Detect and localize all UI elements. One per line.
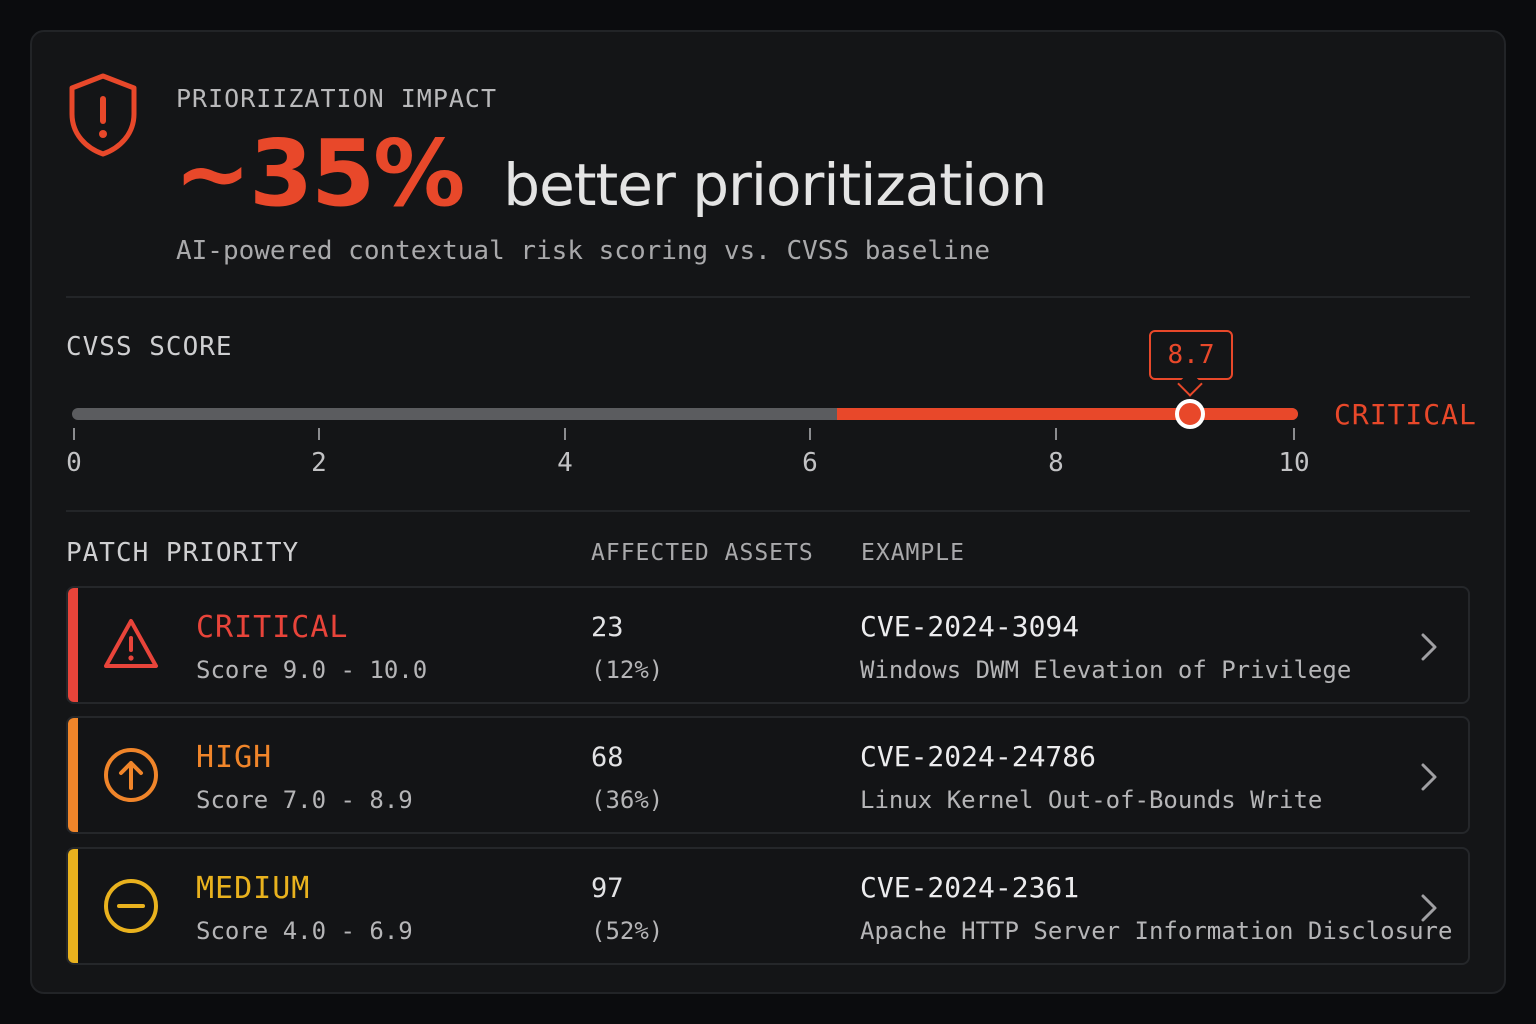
affected-assets-count: 68 [591, 742, 624, 773]
example-header: EXAMPLE [861, 540, 965, 566]
priority-score-range: Score 7.0 - 8.9 [196, 786, 413, 814]
example-cve-description: Linux Kernel Out-of-Bounds Write [860, 786, 1323, 814]
affected-assets-count: 23 [591, 612, 624, 643]
cvss-tick-label: 4 [557, 448, 573, 478]
cvss-tick-label: 6 [802, 448, 818, 478]
priority-label: HIGH [196, 740, 273, 775]
priority-row-critical[interactable]: CRITICAL Score 9.0 - 10.0 23 (12%) CVE-2… [66, 586, 1470, 704]
priority-label: MEDIUM [196, 871, 311, 906]
prioritization-impact-card: PRIORIIZATION IMPACT ~35% better priorit… [30, 30, 1506, 994]
example-cve-id[interactable]: CVE-2024-3094 [860, 610, 1080, 643]
cvss-score-label: CVSS SCORE [66, 332, 233, 362]
cvss-tick-label: 8 [1048, 448, 1064, 478]
affected-assets-header: AFFECTED ASSETS [591, 540, 814, 566]
chevron-right-icon[interactable] [1418, 630, 1440, 664]
shield-alert-icon [69, 73, 137, 157]
impact-percentage: ~35% [174, 120, 465, 227]
cvss-severity-level: CRITICAL [1334, 398, 1477, 431]
cvss-slider-critical-range [837, 408, 1298, 420]
priority-row-high[interactable]: HIGH Score 7.0 - 8.9 68 (36%) CVE-2024-2… [66, 716, 1470, 834]
impact-headline: ~35% better prioritization [174, 120, 1047, 230]
example-cve-description: Windows DWM Elevation of Privilege [860, 656, 1352, 684]
priority-row-medium[interactable]: MEDIUM Score 4.0 - 6.9 97 (52%) CVE-2024… [66, 847, 1470, 965]
minus-circle-icon [104, 879, 158, 933]
affected-assets-count: 97 [591, 873, 624, 904]
cvss-tick [564, 428, 566, 440]
impact-header: PRIORIIZATION IMPACT ~35% better priorit… [32, 32, 1504, 297]
cvss-tick [1293, 428, 1295, 440]
example-cve-description: Apache HTTP Server Information Disclosur… [860, 917, 1453, 945]
slider-divider [66, 510, 1470, 512]
affected-assets-percent: (36%) [591, 786, 664, 814]
priority-score-range: Score 9.0 - 10.0 [196, 656, 428, 684]
arrow-up-circle-icon [104, 748, 158, 802]
impact-eyebrow: PRIORIIZATION IMPACT [176, 84, 498, 113]
affected-assets-percent: (12%) [591, 656, 664, 684]
patch-priority-header: PATCH PRIORITY [66, 538, 300, 568]
cvss-tick-label: 10 [1278, 448, 1310, 478]
severity-bar [68, 718, 78, 832]
impact-subtitle: AI-powered contextual risk scoring vs. C… [176, 236, 990, 266]
impact-headline-text: better prioritization [503, 151, 1047, 219]
priority-score-range: Score 4.0 - 6.9 [196, 917, 413, 945]
cvss-tick [809, 428, 811, 440]
chevron-right-icon[interactable] [1418, 891, 1440, 925]
cvss-tick [318, 428, 320, 440]
example-cve-id[interactable]: CVE-2024-2361 [860, 871, 1080, 904]
severity-bar [68, 849, 78, 963]
cvss-slider-thumb[interactable] [1175, 399, 1205, 429]
affected-assets-percent: (52%) [591, 917, 664, 945]
priority-label: CRITICAL [196, 610, 349, 645]
severity-bar [68, 588, 78, 702]
cvss-tick [1055, 428, 1057, 440]
chevron-right-icon[interactable] [1418, 760, 1440, 794]
cvss-tick-label: 2 [311, 448, 327, 478]
cvss-tick [73, 428, 75, 440]
example-cve-id[interactable]: CVE-2024-24786 [860, 740, 1097, 773]
warning-triangle-icon [104, 619, 158, 668]
cvss-tick-label: 0 [66, 448, 82, 478]
header-divider [66, 296, 1470, 298]
